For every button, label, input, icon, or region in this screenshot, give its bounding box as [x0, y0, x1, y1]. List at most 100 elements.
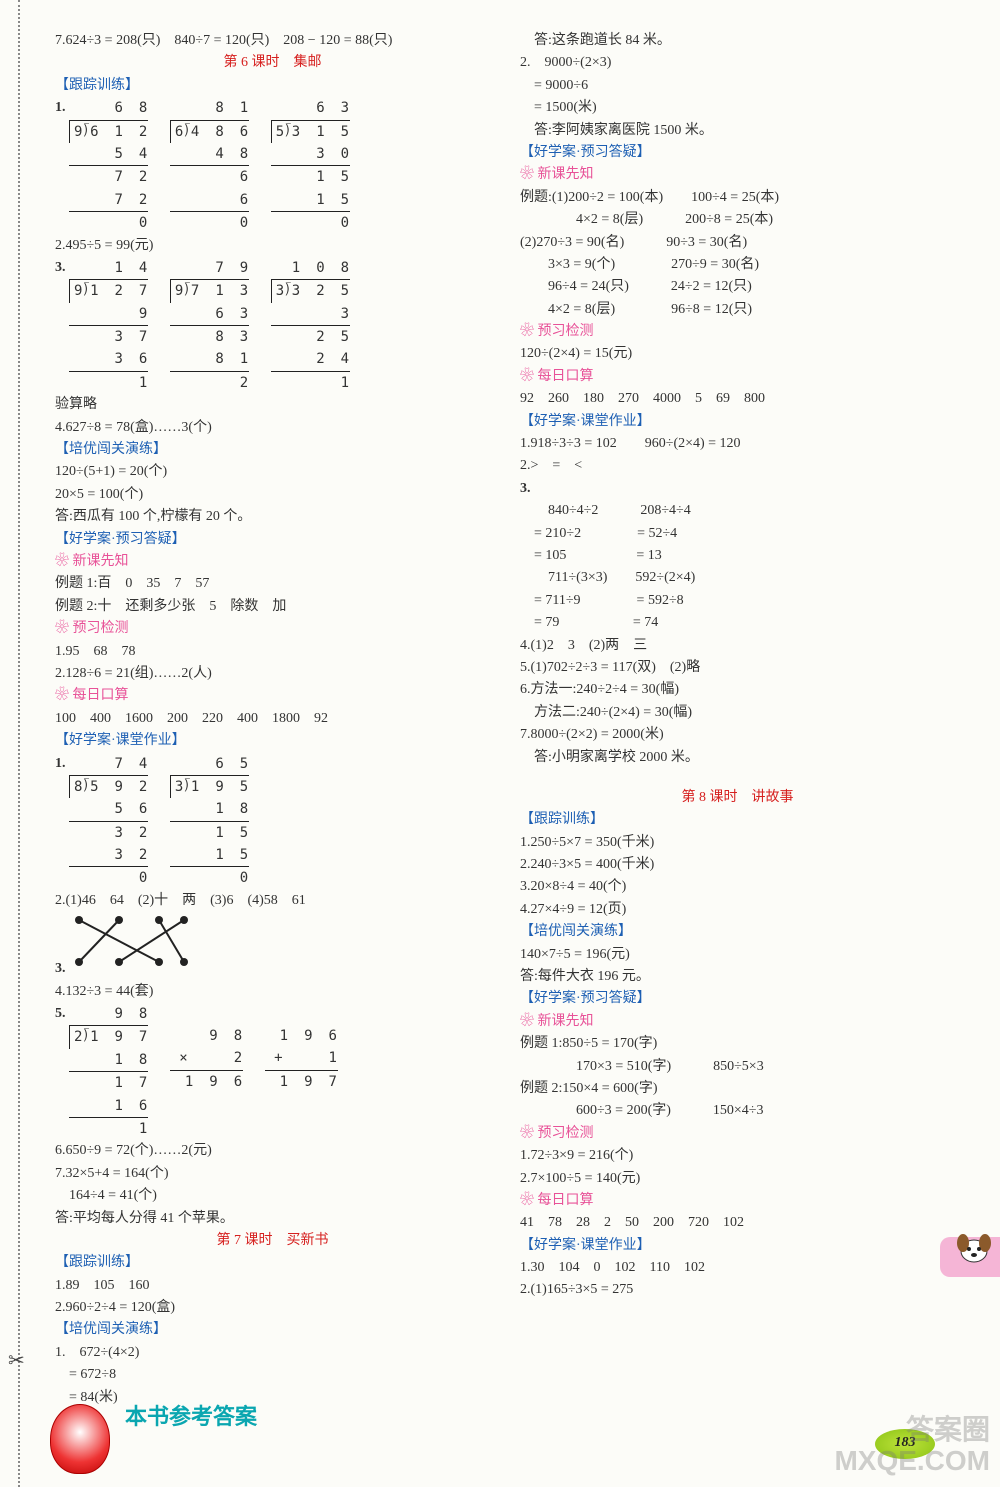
long-division-cw5: 5. 9 8 2⟌1 9 7 1 8 1 7 1 6 1 9 8 × 2 1 9… — [55, 1003, 490, 1140]
text-line: 4×2 = 8(层) 200÷8 = 25(本) — [520, 209, 955, 231]
text-line: 7.8000÷(2×2) = 2000(米) — [520, 724, 955, 746]
text-line: 例题 2:十 还剩多少张 5 除数 加 — [55, 596, 490, 618]
long-division: 1 0 8 3⟌3 2 5 3 2 5 2 4 1 — [271, 257, 350, 394]
text-line: 164÷4 = 41(个) — [55, 1185, 490, 1207]
item-label: 5. — [55, 1006, 66, 1021]
text-line: 4.132÷3 = 44(套) — [55, 981, 490, 1003]
text-line: 4×2 = 8(层) 96÷8 = 12(只) — [520, 299, 955, 321]
text-line: 2.> = < — [520, 455, 955, 477]
text-line: 2.128÷6 = 21(组)……2(人) — [55, 663, 490, 685]
section-preview: 【好学案·预习答疑】 — [520, 142, 955, 164]
page-footer: 本书参考答案 183 — [55, 1399, 965, 1469]
text-line: 96÷4 = 24(只) 24÷2 = 12(只) — [520, 276, 955, 298]
scissors-icon: ✂ — [8, 1345, 25, 1377]
text-line: 例题 1:850÷5 = 170(字) — [520, 1033, 955, 1055]
text-line: = 711÷9 = 592÷8 — [520, 590, 955, 612]
text-line: 7.32×5+4 = 164(个) — [55, 1163, 490, 1185]
text-line: 例题 1:百 0 35 7 57 — [55, 573, 490, 595]
text-line: 答:西瓜有 100 个,柠檬有 20 个。 — [55, 506, 490, 528]
text-line: 140×7÷5 = 196(元) — [520, 944, 955, 966]
text-line: 1.95 68 78 — [55, 641, 490, 663]
text-line: 7.624÷3 = 208(只) 840÷7 = 120(只) 208 − 12… — [55, 30, 490, 52]
lesson-title-7: 第 7 课时 买新书 — [55, 1230, 490, 1252]
right-column: 答:这条跑道长 84 米。 2. 9000÷(2×3) = 9000÷6 = 1… — [520, 30, 955, 1409]
text-line: 2.7×100÷5 = 140(元) — [520, 1168, 955, 1190]
heading-newlesson: 新课先知 — [55, 551, 490, 573]
text-line: 1.72÷3×9 = 216(个) — [520, 1145, 955, 1167]
heading-prevcheck: 预习检测 — [520, 1123, 955, 1145]
text-line: 120÷(5+1) = 20(个) — [55, 461, 490, 483]
section-enrich: 【培优闯关演练】 — [520, 921, 955, 943]
text-line: 600÷3 = 200(字) 150×4÷3 — [520, 1100, 955, 1122]
item-label: 1. — [55, 100, 66, 115]
long-division: 8 1 6⟌4 8 6 4 8 6 6 0 — [170, 97, 249, 234]
text-line: 711÷(3×3) 592÷(2×4) — [520, 567, 955, 589]
text-line: 2.(1)165÷3×5 = 275 — [520, 1279, 955, 1301]
matching-svg — [69, 912, 189, 972]
spacer — [520, 769, 955, 787]
binding-edge — [18, 0, 20, 1487]
dog-icon — [954, 1227, 994, 1267]
long-division: 6 5 3⟌1 9 5 1 8 1 5 1 5 0 — [170, 753, 249, 890]
long-division: 7 9 9⟌7 1 3 6 3 8 3 8 1 2 — [170, 257, 249, 394]
section-preview: 【好学案·预习答疑】 — [520, 988, 955, 1010]
text-line: = 9000÷6 — [520, 75, 955, 97]
item-label: 1. — [55, 756, 66, 771]
text-line: 方法二:240÷(2×4) = 30(幅) — [520, 702, 955, 724]
text-line: 3.20×8÷4 = 40(个) — [520, 876, 955, 898]
heading-daily: 每日口算 — [55, 685, 490, 707]
section-track: 【跟踪训练】 — [55, 1252, 490, 1274]
section-track: 【跟踪训练】 — [55, 75, 490, 97]
text-line: 2.240÷3×5 = 400(千米) — [520, 854, 955, 876]
text-line: = 79 = 74 — [520, 612, 955, 634]
long-division: 6 3 5⟌3 1 5 3 0 1 5 1 5 0 — [271, 97, 350, 234]
text-line: 2.495÷5 = 99(元) — [55, 235, 490, 257]
watermark: 答案圈 MXQE.COM — [834, 1415, 990, 1477]
text-line: 840÷4÷2 208÷4÷4 — [520, 500, 955, 522]
text-line: 答:这条跑道长 84 米。 — [520, 30, 955, 52]
long-division: 1 4 9⟌1 2 7 9 3 7 3 6 1 — [69, 257, 148, 394]
content-columns: 7.624÷3 = 208(只) 840÷7 = 120(只) 208 − 12… — [55, 30, 965, 1409]
heading-daily: 每日口算 — [520, 366, 955, 388]
text-line: 120÷(2×4) = 15(元) — [520, 343, 955, 365]
text-line: 92 260 180 270 4000 5 69 800 — [520, 388, 955, 410]
text-line: 验算略 — [55, 394, 490, 416]
item-label: 3. — [55, 961, 66, 976]
text-line: 1.30 104 0 102 110 102 — [520, 1257, 955, 1279]
text-line: 2. 9000÷(2×3) — [520, 52, 955, 74]
multiplication: 9 8 × 2 1 9 6 — [170, 1025, 243, 1093]
text-line: 答:每件大衣 196 元。 — [520, 966, 955, 988]
text-line: 20×5 = 100(个) — [55, 484, 490, 506]
heading-newlesson: 新课先知 — [520, 164, 955, 186]
section-enrich: 【培优闯关演练】 — [55, 439, 490, 461]
lesson-title-6: 第 6 课时 集邮 — [55, 52, 490, 74]
text-line: (2)270÷3 = 90(名) 90÷3 = 30(名) — [520, 232, 955, 254]
section-classwork: 【好学案·课堂作业】 — [520, 1235, 955, 1257]
section-classwork: 【好学案·课堂作业】 — [55, 730, 490, 752]
text-line: 答:李阿姨家离医院 1500 米。 — [520, 120, 955, 142]
section-enrich: 【培优闯关演练】 — [55, 1319, 490, 1341]
text-line: 例题:(1)200÷2 = 100(本) 100÷4 = 25(本) — [520, 187, 955, 209]
text-line: 6.650÷9 = 72(个)……2(元) — [55, 1140, 490, 1162]
text-line: 6.方法一:240÷2÷4 = 30(幅) — [520, 679, 955, 701]
text-line: 1.250÷5×7 = 350(千米) — [520, 832, 955, 854]
item-label: 3. — [55, 260, 66, 275]
section-preview: 【好学案·预习答疑】 — [55, 529, 490, 551]
text-line: 例题 2:150×4 = 600(字) — [520, 1078, 955, 1100]
long-division: 9 8 2⟌1 9 7 1 8 1 7 1 6 1 — [69, 1003, 148, 1140]
text-line: 3×3 = 9(个) 270÷9 = 30(名) — [520, 254, 955, 276]
text-line: 2.960÷2÷4 = 120(盒) — [55, 1297, 490, 1319]
text-line: = 105 = 13 — [520, 545, 955, 567]
left-column: 7.624÷3 = 208(只) 840÷7 = 120(只) 208 − 12… — [55, 30, 490, 1409]
heading-prevcheck: 预习检测 — [55, 618, 490, 640]
text-line: 1.89 105 160 — [55, 1275, 490, 1297]
text-line: 4.27×4÷9 = 12(页) — [520, 899, 955, 921]
long-division: 6 8 9⟌6 1 2 5 4 7 2 7 2 0 — [69, 97, 148, 234]
long-division-row-3: 3. 1 4 9⟌1 2 7 9 3 7 3 6 1 7 9 9⟌7 1 3 6… — [55, 257, 490, 394]
long-division: 7 4 8⟌5 9 2 5 6 3 2 3 2 0 — [69, 753, 148, 890]
text-line: = 672÷8 — [55, 1364, 490, 1386]
heading-daily: 每日口算 — [520, 1190, 955, 1212]
text-line: 41 78 28 2 50 200 720 102 — [520, 1212, 955, 1234]
watermark-line1: 答案圈 — [834, 1415, 990, 1446]
text-line: 170×3 = 510(字) 850÷5×3 — [520, 1056, 955, 1078]
